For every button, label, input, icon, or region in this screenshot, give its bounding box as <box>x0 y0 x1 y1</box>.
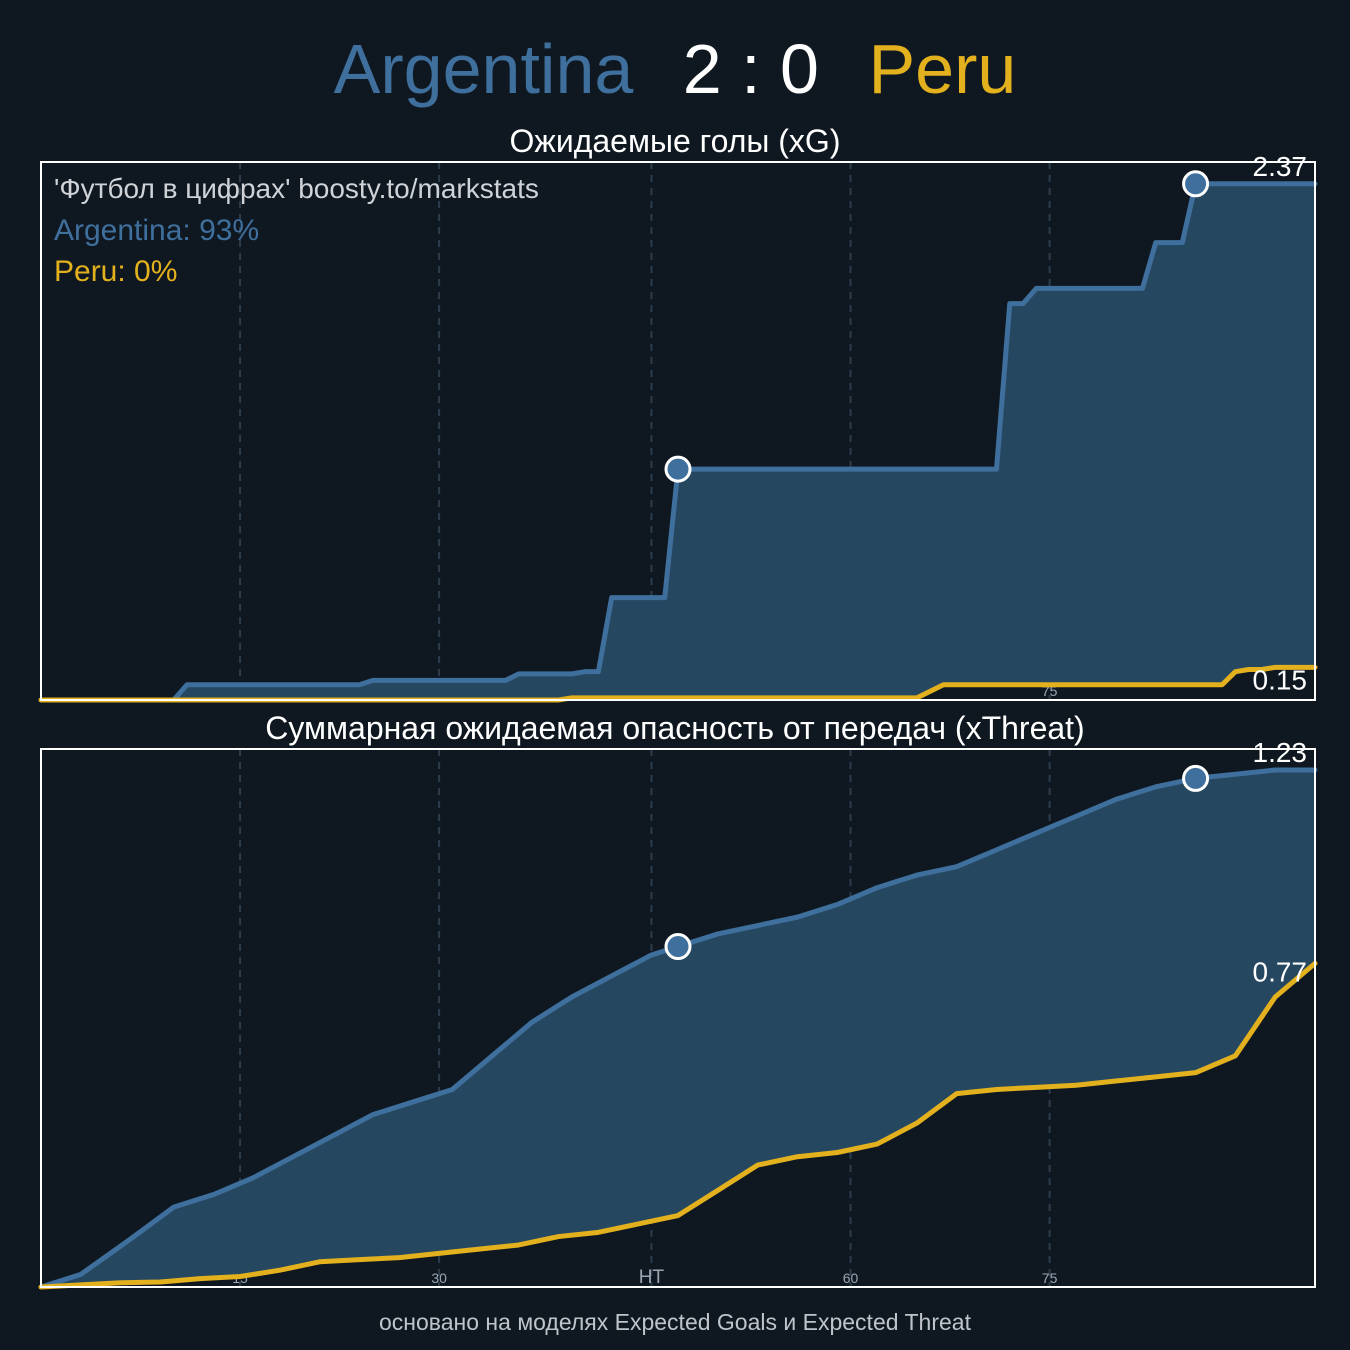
away-series-line <box>38 960 1318 1290</box>
away-win-probability: Peru: 0% <box>54 255 177 288</box>
plot-frame <box>40 161 1316 701</box>
away-final-value: 0.77 <box>1253 956 1308 987</box>
plot-frame <box>40 748 1316 1288</box>
match-header: Argentina 2 : 0 Peru <box>0 24 1350 114</box>
home-win-probability: Argentina: 93% <box>54 214 259 247</box>
footer-note: основано на моделях Expected Goals и Exp… <box>379 1309 972 1335</box>
x-tick-label: 75 <box>1042 1270 1058 1286</box>
xthreat-chart: 15 30 HT 60 751.230.77 <box>38 737 1318 1290</box>
away-series-line <box>38 664 1318 703</box>
xg-chart-title: Ожидаемые голы (xG) <box>510 123 841 159</box>
match-score: 2 : 0 <box>682 30 819 108</box>
away-final-value: 0.15 <box>1253 664 1308 695</box>
x-tick-label: 30 <box>431 1270 447 1286</box>
goal-marker <box>664 933 692 961</box>
area-fill <box>41 770 1315 1287</box>
home-team-name: Argentina <box>333 30 634 108</box>
goal-marker <box>1182 170 1210 198</box>
home-final-value: 2.37 <box>1253 151 1308 182</box>
home-series-line <box>38 181 1318 703</box>
xthreat-chart-title: Суммарная ожидаемая опасность от передач… <box>265 710 1084 746</box>
goal-marker <box>664 455 692 483</box>
x-tick-label: HT <box>639 1267 665 1288</box>
credit-text: 'Футбол в цифрах' boosty.to/markstats <box>54 173 539 204</box>
goal-marker <box>1182 764 1210 792</box>
away-team-name: Peru <box>868 30 1017 108</box>
x-tick-label: 60 <box>843 1270 859 1286</box>
home-final-value: 1.23 <box>1253 737 1308 768</box>
area-fill <box>41 183 1315 700</box>
xg-chart: 1530HT60752.370.15 <box>38 151 1318 703</box>
